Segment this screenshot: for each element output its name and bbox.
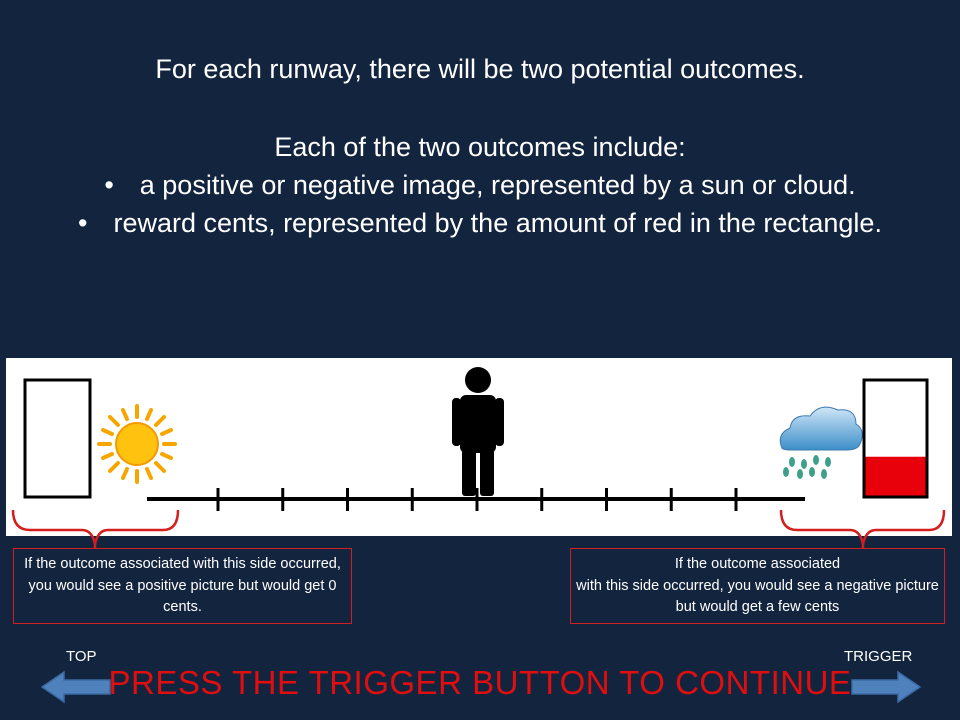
runway-ticks [216, 488, 738, 511]
bullet-text-image: a positive or negative image, represente… [139, 170, 856, 200]
outcome-brackets [11, 509, 946, 550]
runway-illustration [23, 367, 929, 511]
intro-line-1: For each runway, there will be two poten… [155, 54, 805, 84]
list-item: • reward cents, represented by the amount… [0, 204, 960, 242]
right-arrow-icon[interactable] [850, 670, 922, 704]
bullet-icon: • [78, 208, 88, 238]
right-reward-fill [865, 456, 926, 496]
bullet-text-reward: reward cents, represented by the amount … [113, 208, 882, 238]
bullet-icon: • [104, 170, 114, 200]
list-item: • a positive or negative image, represent… [0, 166, 960, 204]
spacer [0, 88, 960, 128]
top-label: TOP [66, 648, 97, 665]
right-outcome-note: If the outcome associated with this side… [570, 548, 945, 624]
right-note-line-2: with this side occurred, you would see a… [576, 577, 939, 616]
person-icon [452, 367, 504, 496]
left-arrow-icon[interactable] [40, 670, 112, 704]
right-bracket [779, 509, 946, 550]
instructions-block: For each runway, there will be two poten… [0, 50, 960, 242]
runway-scene [6, 358, 952, 536]
right-note-line-1: If the outcome associated [674, 556, 841, 572]
left-outcome-note: If the outcome associated with this side… [13, 548, 352, 624]
left-bracket [11, 509, 180, 550]
intro-line-2: Each of the two outcomes include: [274, 132, 686, 162]
rain-cloud-icon [779, 406, 863, 479]
trigger-label: TRIGGER [844, 648, 913, 665]
left-note-text: If the outcome associated with this side… [24, 556, 341, 615]
sun-icon [97, 404, 177, 484]
continue-prompt: PRESS THE TRIGGER BUTTON TO CONTINUE [108, 664, 852, 701]
outcome-components-list: • a positive or negative image, represent… [0, 166, 960, 242]
left-reward-rectangle [23, 378, 92, 499]
